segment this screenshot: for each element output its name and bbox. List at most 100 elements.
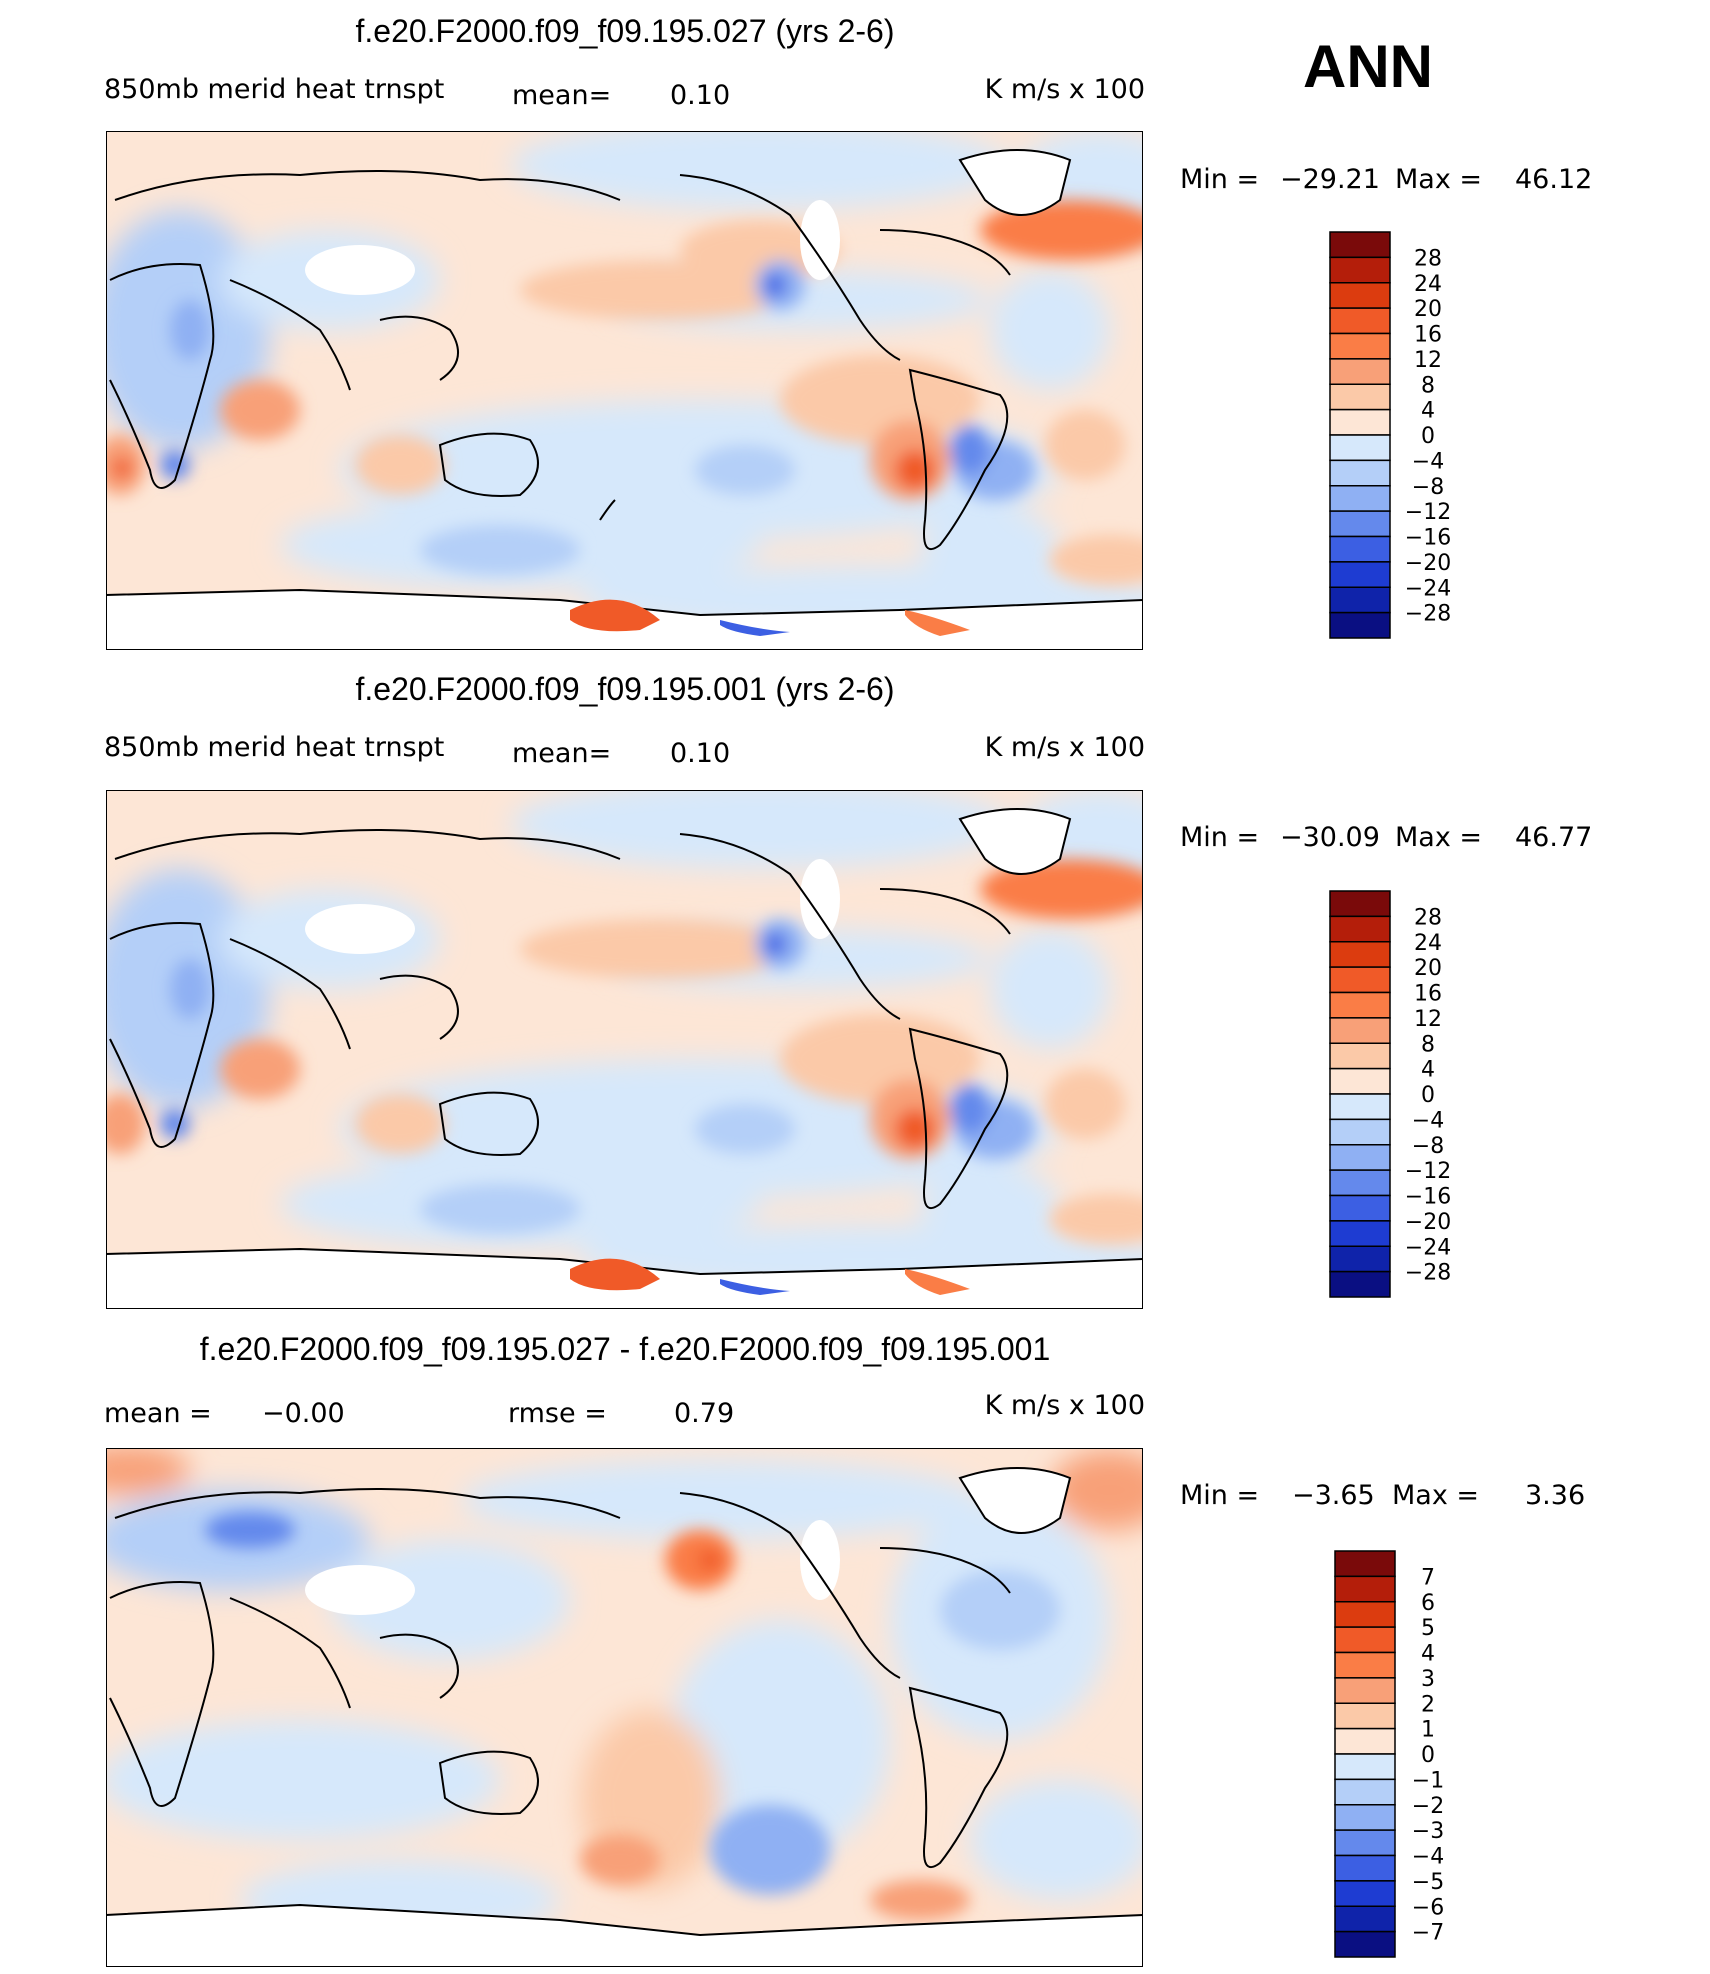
colorbar-swatch [1329,256,1391,284]
colorbar-swatch [1334,1930,1396,1958]
panel-difference: f.e20.F2000.f09_f09.195.027 - f.e20.F200… [104,1331,1585,1967]
colorbar-swatch [1329,1017,1391,1044]
min-value: −30.09 [1280,822,1380,853]
colorbar-swatch [1334,1753,1396,1781]
colorbar-swatch [1329,1194,1391,1222]
colorbar-swatch [1329,1118,1391,1146]
max-value: 46.77 [1515,822,1592,853]
colorbar-swatch [1329,941,1391,968]
panel-variable-label: 850mb merid heat trnspt [104,732,444,763]
colorbar-tick-label: 7 [1421,1565,1435,1590]
max-label: Max = [1392,1480,1479,1511]
colorbar-tick-label: −8 [1412,1134,1444,1159]
panel-mean-label: mean= [512,80,611,111]
min-label: Min = [1180,822,1259,853]
panel-units: K m/s x 100 [985,74,1145,105]
coastlines [109,829,1011,1210]
colorbar-tick-label: −12 [1405,500,1451,525]
colorbar-swatch [1329,611,1391,639]
colorbar-tick-label: −12 [1405,1159,1451,1184]
colorbar-tick-label: −16 [1405,526,1451,551]
colorbar-tick-label: 4 [1421,1642,1435,1667]
coastlines [109,170,1011,551]
colorbar-tick-label: 28 [1414,246,1442,271]
colorbar-swatch [1329,434,1391,462]
colorbar-swatch [1334,1575,1396,1603]
panel-mean-value: 0.10 [670,738,730,769]
colorbar-tick-label: 1 [1421,1718,1435,1743]
colorbar-tick-label: 12 [1414,348,1442,373]
map-field [106,131,1143,650]
colorbar-tick-label: 8 [1421,1032,1435,1057]
colorbar-tick-label: 0 [1421,1743,1435,1768]
colorbar-swatch [1334,1829,1396,1857]
min-value: −3.65 [1292,1480,1375,1511]
colorbar-tick-label: 16 [1414,982,1442,1007]
max-label: Max = [1395,822,1482,853]
season-label: ANN [1303,33,1433,100]
panel-title: f.e20.F2000.f09_f09.195.027 - f.e20.F200… [200,1331,1050,1367]
panel-variable-label: 850mb merid heat trnspt [104,74,444,105]
panel-units: K m/s x 100 [985,1390,1145,1421]
colorbar-tick-label: −4 [1412,1108,1444,1133]
colorbar-tick-label: −28 [1405,1261,1451,1286]
panel-mean-value: 0.10 [670,80,730,111]
map-field [106,1448,1143,1967]
colorbar-tick-label: −24 [1405,576,1451,601]
colorbar-swatch [1329,231,1391,259]
colorbar-swatch [1334,1626,1396,1654]
colorbar-swatch [1329,561,1391,588]
colorbar-tick-label: 3 [1421,1667,1435,1692]
colorbar-swatch [1329,332,1391,360]
colorbar-swatch [1329,282,1391,309]
colorbar-tick-label: 12 [1414,1007,1442,1032]
coastlines [109,1488,1011,1869]
colorbar-swatch [1329,1270,1391,1298]
colorbar-swatch [1334,1854,1396,1882]
colorbar-swatch [1334,1905,1396,1933]
colorbar-swatch [1334,1651,1396,1679]
panel-rmse-label: rmse = [508,1398,607,1429]
colorbar-tick-label: −8 [1412,475,1444,500]
colorbar-tick-label: 4 [1421,399,1435,424]
colorbar-swatch [1329,535,1391,563]
max-value: 3.36 [1525,1480,1585,1511]
colorbar-swatch [1329,485,1391,512]
colorbar-swatch [1329,1245,1391,1273]
colorbar-tick-label: 0 [1421,424,1435,449]
colorbar-swatch [1329,966,1391,994]
colorbar-tick-label: 16 [1414,323,1442,348]
colorbar-tick-label: 20 [1414,297,1442,322]
colorbar-swatch [1329,358,1391,385]
colorbar-swatch [1334,1778,1396,1806]
colorbar-tick-label: 4 [1421,1058,1435,1083]
min-label: Min = [1180,1480,1259,1511]
colorbar-tick-label: 8 [1421,373,1435,398]
panel-control: f.e20.F2000.f09_f09.195.001 (yrs 2-6) 85… [104,671,1592,1309]
colorbar-tick-label: −7 [1412,1921,1444,1946]
colorbar-tick-label: −16 [1405,1185,1451,1210]
colorbar-swatch [1329,510,1391,538]
colorbar-swatch [1334,1677,1396,1704]
colorbar-tick-label: −1 [1412,1768,1444,1793]
colorbar-swatch [1334,1880,1396,1907]
min-label: Min = [1180,164,1259,195]
panel-mean-label: mean= [512,738,611,769]
max-label: Max = [1395,164,1482,195]
colorbar-tick-label: −4 [1412,449,1444,474]
colorbar-tick-label: 28 [1414,905,1442,930]
colorbar-swatch [1329,1144,1391,1171]
colorbar-swatch [1329,586,1391,614]
colorbar-swatch [1334,1727,1396,1755]
colorbar-tick-label: −4 [1412,1845,1444,1870]
panel-title: f.e20.F2000.f09_f09.195.001 (yrs 2-6) [355,671,894,707]
colorbar-swatch [1329,1042,1391,1070]
colorbar-swatch [1329,1220,1391,1247]
colorbar-tick-label: −20 [1405,551,1451,576]
colorbar-tick-label: 6 [1421,1591,1435,1616]
colorbar-swatch [1329,1169,1391,1197]
colorbar-swatch [1329,1093,1391,1121]
